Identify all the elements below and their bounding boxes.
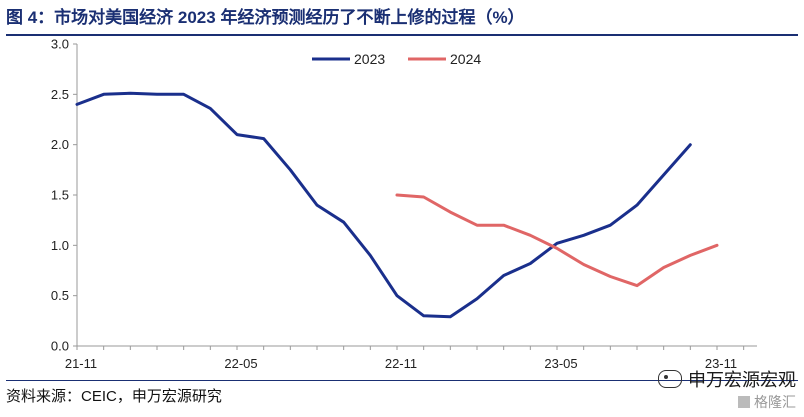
y-tick-label: 0.0 (51, 339, 69, 354)
legend-label-2024: 2024 (450, 51, 481, 67)
y-tick-label: 1.5 (51, 188, 69, 203)
watermark-secondary: 格隆汇 (658, 393, 796, 411)
watermark-secondary-text: 格隆汇 (754, 394, 796, 410)
series-line-2024 (395, 193, 719, 288)
watermark: 申万宏源宏观 格隆汇 (658, 369, 796, 415)
x-tick-label: 23-11 (705, 356, 737, 371)
x-tick-label: 21-11 (65, 356, 97, 371)
watermark-primary: 申万宏源宏观 (658, 369, 796, 391)
legend-label-2023: 2023 (354, 51, 385, 67)
x-axis-tick-labels: 21-11 22-05 22-11 23-05 23-11 (65, 356, 737, 371)
gelonghui-logo-icon (738, 396, 750, 408)
y-tick-label: 2.0 (51, 137, 69, 152)
watermark-primary-text: 申万宏源宏观 (688, 370, 796, 390)
source-note: 资料来源：CEIC，申万宏源研究 (6, 388, 222, 405)
chart-title: 图 4：市场对美国经济 2023 年经济预测经历了不断上修的过程（%） (6, 8, 525, 27)
footer-divider (6, 380, 798, 381)
x-tick-label: 23-05 (544, 356, 577, 371)
y-axis-tick-labels: 0.0 0.5 1.0 1.5 2.0 2.5 3.0 (51, 37, 69, 354)
y-tick-label: 2.5 (51, 87, 69, 102)
series-lines (75, 91, 719, 319)
y-tick-label: 1.0 (51, 238, 69, 253)
wechat-icon (658, 370, 682, 388)
x-tick-label: 22-11 (385, 356, 417, 371)
line-chart: 0.0 0.5 1.0 1.5 2.0 2.5 3.0 21-11 22-05 22-11 23-… (51, 37, 757, 371)
y-tick-label: 3.0 (51, 37, 69, 52)
chart-legend: 2023 2024 (312, 51, 481, 67)
chart-axes (73, 43, 757, 350)
series-line-2023 (75, 91, 692, 319)
y-tick-label: 0.5 (51, 288, 69, 303)
title-divider (6, 34, 798, 36)
x-tick-label: 22-05 (224, 356, 257, 371)
